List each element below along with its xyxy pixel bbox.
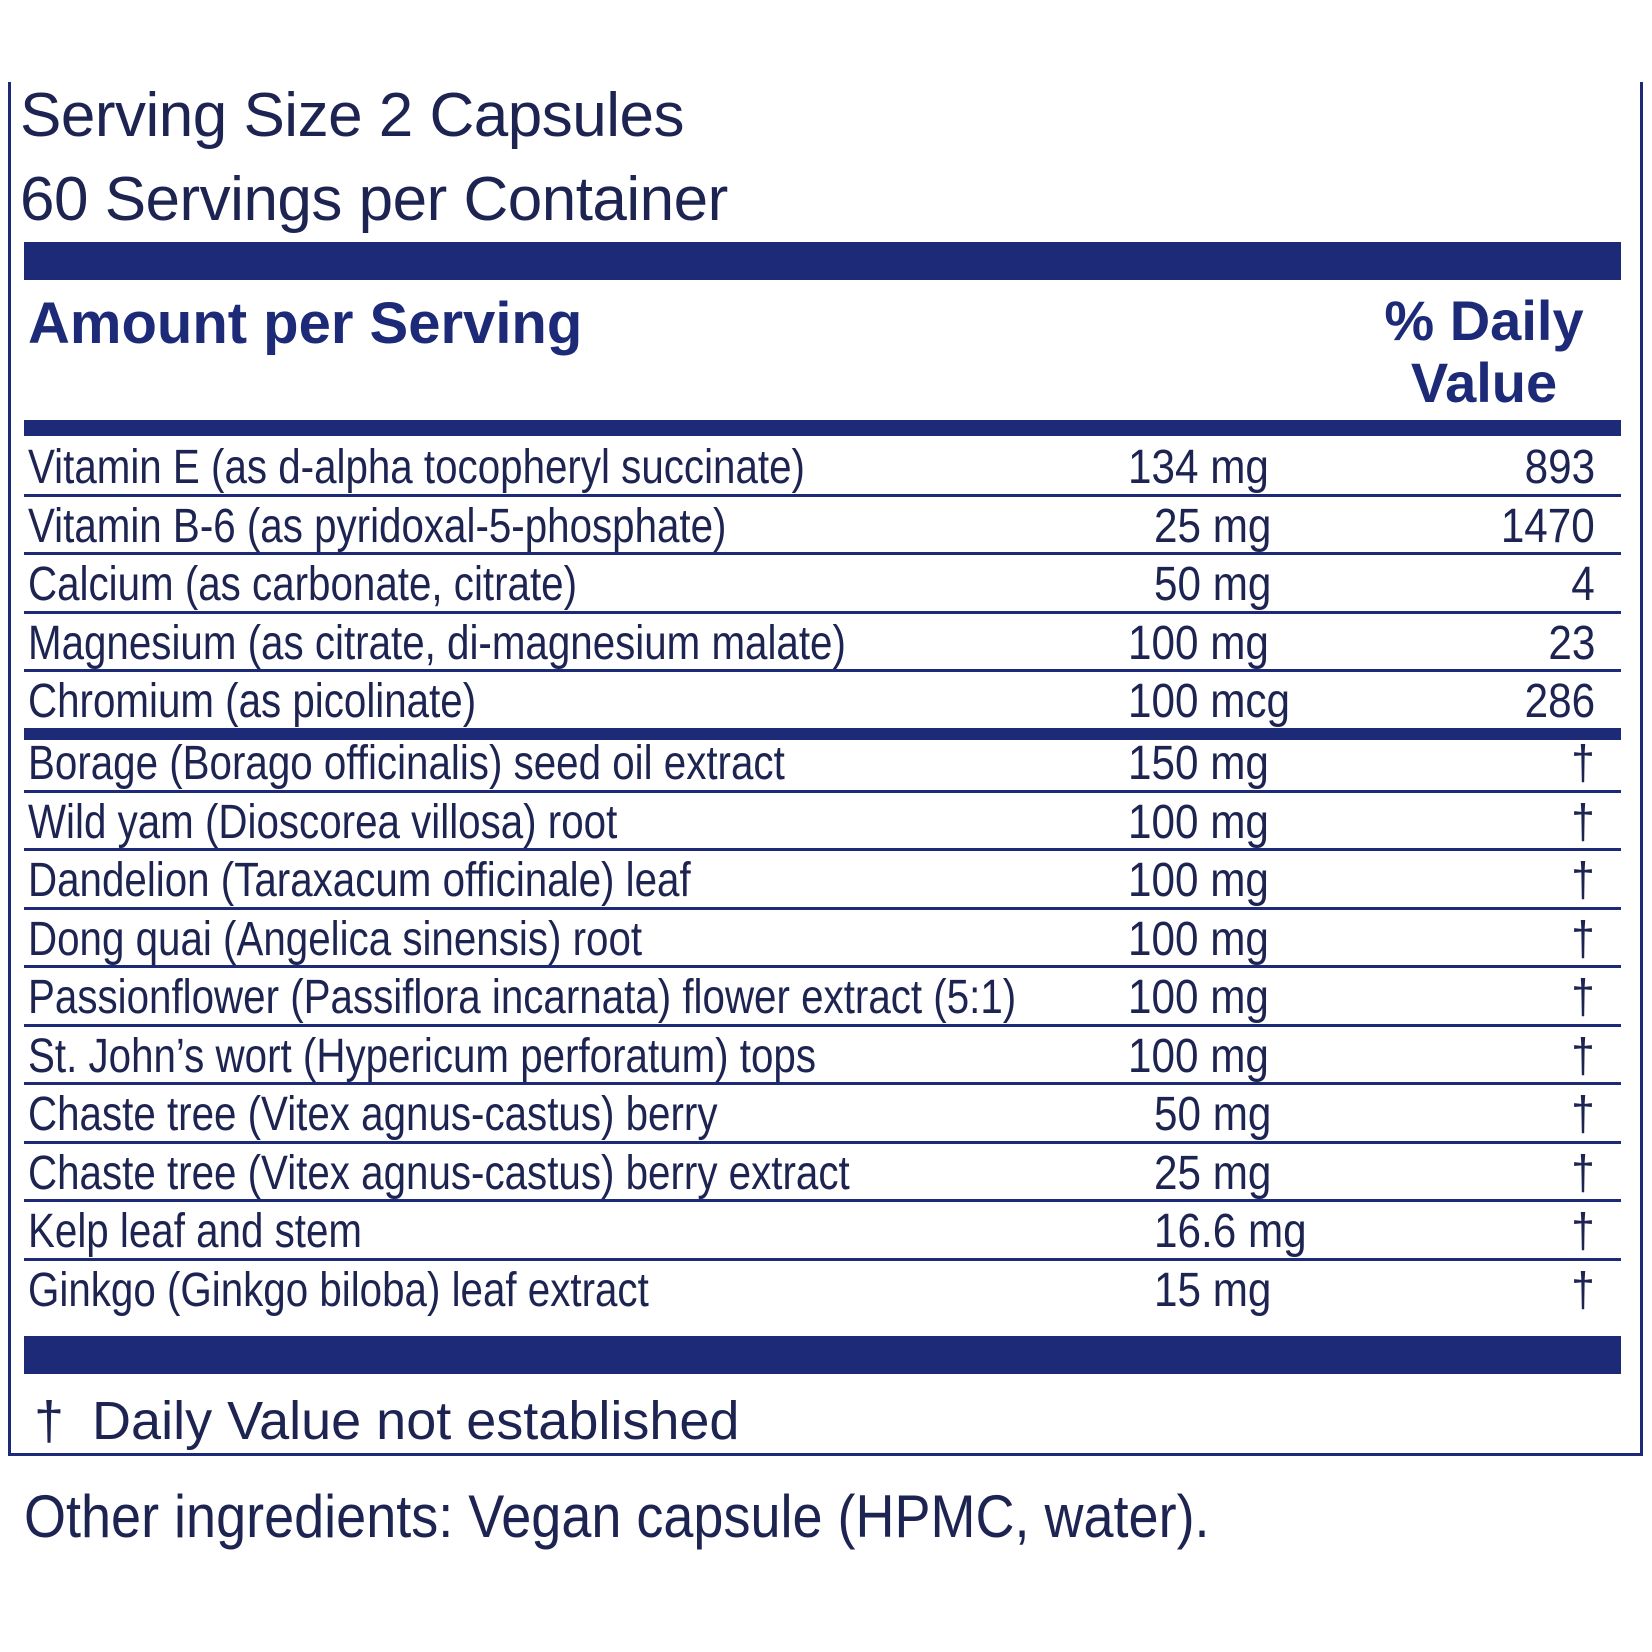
nutrient-daily-value: † xyxy=(1571,1146,1595,1200)
nutrient-amount: 100 mg xyxy=(1128,971,1269,1024)
nutrient-daily-value: † xyxy=(1571,912,1595,966)
nutrient-name: Chaste tree (Vitex agnus-castus) berry xyxy=(28,1088,718,1141)
nutrient-daily-value: † xyxy=(1571,1029,1595,1083)
dagger-symbol: † xyxy=(34,1391,65,1451)
daily-value-header-line1: % Daily xyxy=(1384,289,1584,352)
nutrient-daily-value: † xyxy=(1571,1088,1595,1141)
nutrient-row: St. John’s wort (Hypericum perforatum) t… xyxy=(24,1027,1621,1085)
nutrient-amount: 25 mg xyxy=(1154,499,1272,553)
nutrient-amount: 25 mg xyxy=(1154,1146,1272,1200)
nutrient-name: Magnesium (as citrate, di-magnesium mala… xyxy=(28,616,846,670)
nutrient-daily-value: 893 xyxy=(1524,441,1595,494)
footnote: † Daily Value not established xyxy=(34,1390,739,1452)
nutrient-amount: 150 mg xyxy=(1128,737,1269,790)
nutrient-name: Vitamin B-6 (as pyridoxal-5-phosphate) xyxy=(28,499,727,553)
nutrient-daily-value: 286 xyxy=(1524,675,1595,728)
header-divider xyxy=(24,420,1621,436)
nutrient-row: Wild yam (Dioscorea villosa) root 100 mg † xyxy=(24,793,1621,851)
nutrient-amount: 100 mg xyxy=(1128,616,1269,670)
serving-size: Serving Size 2 Capsules xyxy=(20,81,684,150)
bottom-thick-divider xyxy=(24,1336,1621,1374)
nutrient-row: Borage (Borago officinalis) seed oil ext… xyxy=(24,734,1621,793)
vitamin-rows: Vitamin E (as d-alpha tocopheryl succina… xyxy=(24,438,1621,740)
nutrient-daily-value: † xyxy=(1571,737,1595,790)
nutrient-name: Dong quai (Angelica sinensis) root xyxy=(28,912,643,966)
nutrient-daily-value: † xyxy=(1571,1205,1595,1258)
supplement-facts-panel xyxy=(8,82,1643,1456)
nutrient-row: Dandelion (Taraxacum officinale) leaf 100… xyxy=(24,851,1621,910)
nutrient-amount: 50 mg xyxy=(1154,1088,1272,1141)
botanical-rows: Borage (Borago officinalis) seed oil ext… xyxy=(24,734,1621,1319)
nutrient-name: Passionflower (Passiflora incarnata) flo… xyxy=(28,971,1017,1024)
nutrient-amount: 16.6 mg xyxy=(1154,1205,1307,1258)
nutrient-name: Calcium (as carbonate, citrate) xyxy=(28,558,578,611)
daily-value-header-line2: Value xyxy=(1410,351,1558,414)
other-ingredients: Other ingredients: Vegan capsule (HPMC, … xyxy=(24,1483,1210,1550)
nutrient-name: Dandelion (Taraxacum officinale) leaf xyxy=(28,854,691,907)
top-thick-divider xyxy=(24,242,1621,280)
nutrient-row: Calcium (as carbonate, citrate) 50 mg 4 xyxy=(24,555,1621,614)
nutrient-name: Chaste tree (Vitex agnus-castus) berry e… xyxy=(28,1146,850,1200)
nutrient-row: Chaste tree (Vitex agnus-castus) berry 50… xyxy=(24,1085,1621,1144)
servings-per-container: 60 Servings per Container xyxy=(20,165,728,234)
nutrient-name: Kelp leaf and stem xyxy=(28,1205,362,1258)
nutrient-amount: 100 mg xyxy=(1128,854,1269,907)
nutrient-daily-value: † xyxy=(1571,1263,1595,1317)
amount-per-serving-header: Amount per Serving xyxy=(28,291,583,356)
nutrient-row: Chromium (as picolinate) 100 mcg 286 xyxy=(24,672,1621,731)
nutrient-name: St. John’s wort (Hypericum perforatum) t… xyxy=(28,1029,817,1083)
nutrient-daily-value: † xyxy=(1571,795,1595,849)
nutrient-amount: 50 mg xyxy=(1154,558,1272,611)
nutrient-row: Vitamin B-6 (as pyridoxal-5-phosphate) 25… xyxy=(24,497,1621,555)
nutrient-daily-value: 4 xyxy=(1571,558,1595,611)
nutrient-row: Ginkgo (Ginkgo biloba) leaf extract 15 mg… xyxy=(24,1261,1621,1320)
nutrient-row: Passionflower (Passiflora incarnata) flo… xyxy=(24,968,1621,1027)
nutrient-row: Magnesium (as citrate, di-magnesium mala… xyxy=(24,614,1621,672)
nutrient-amount: 100 mg xyxy=(1128,1029,1269,1083)
nutrient-daily-value: † xyxy=(1571,854,1595,907)
nutrient-amount: 15 mg xyxy=(1154,1263,1272,1317)
daily-value-header: % Daily Value xyxy=(1354,290,1614,414)
nutrient-daily-value: 1470 xyxy=(1501,499,1595,553)
nutrient-name: Borage (Borago officinalis) seed oil ext… xyxy=(28,737,785,790)
nutrient-name: Wild yam (Dioscorea villosa) root xyxy=(28,795,618,849)
nutrient-row: Chaste tree (Vitex agnus-castus) berry e… xyxy=(24,1144,1621,1202)
nutrient-daily-value: † xyxy=(1571,971,1595,1024)
nutrient-row: Kelp leaf and stem 16.6 mg † xyxy=(24,1202,1621,1261)
nutrient-amount: 134 mg xyxy=(1128,441,1269,494)
section-divider xyxy=(24,730,1621,740)
nutrient-daily-value: 23 xyxy=(1548,616,1595,670)
nutrient-amount: 100 mg xyxy=(1128,795,1269,849)
nutrient-amount: 100 mg xyxy=(1128,912,1269,966)
nutrient-row: Vitamin E (as d-alpha tocopheryl succina… xyxy=(24,438,1621,497)
nutrient-amount: 100 mcg xyxy=(1128,675,1291,728)
nutrient-name: Chromium (as picolinate) xyxy=(28,675,477,728)
nutrient-name: Ginkgo (Ginkgo biloba) leaf extract xyxy=(28,1263,649,1317)
nutrient-name: Vitamin E (as d-alpha tocopheryl succina… xyxy=(28,441,805,494)
nutrient-row: Dong quai (Angelica sinensis) root 100 mg… xyxy=(24,910,1621,968)
footnote-text: Daily Value not established xyxy=(92,1391,740,1451)
